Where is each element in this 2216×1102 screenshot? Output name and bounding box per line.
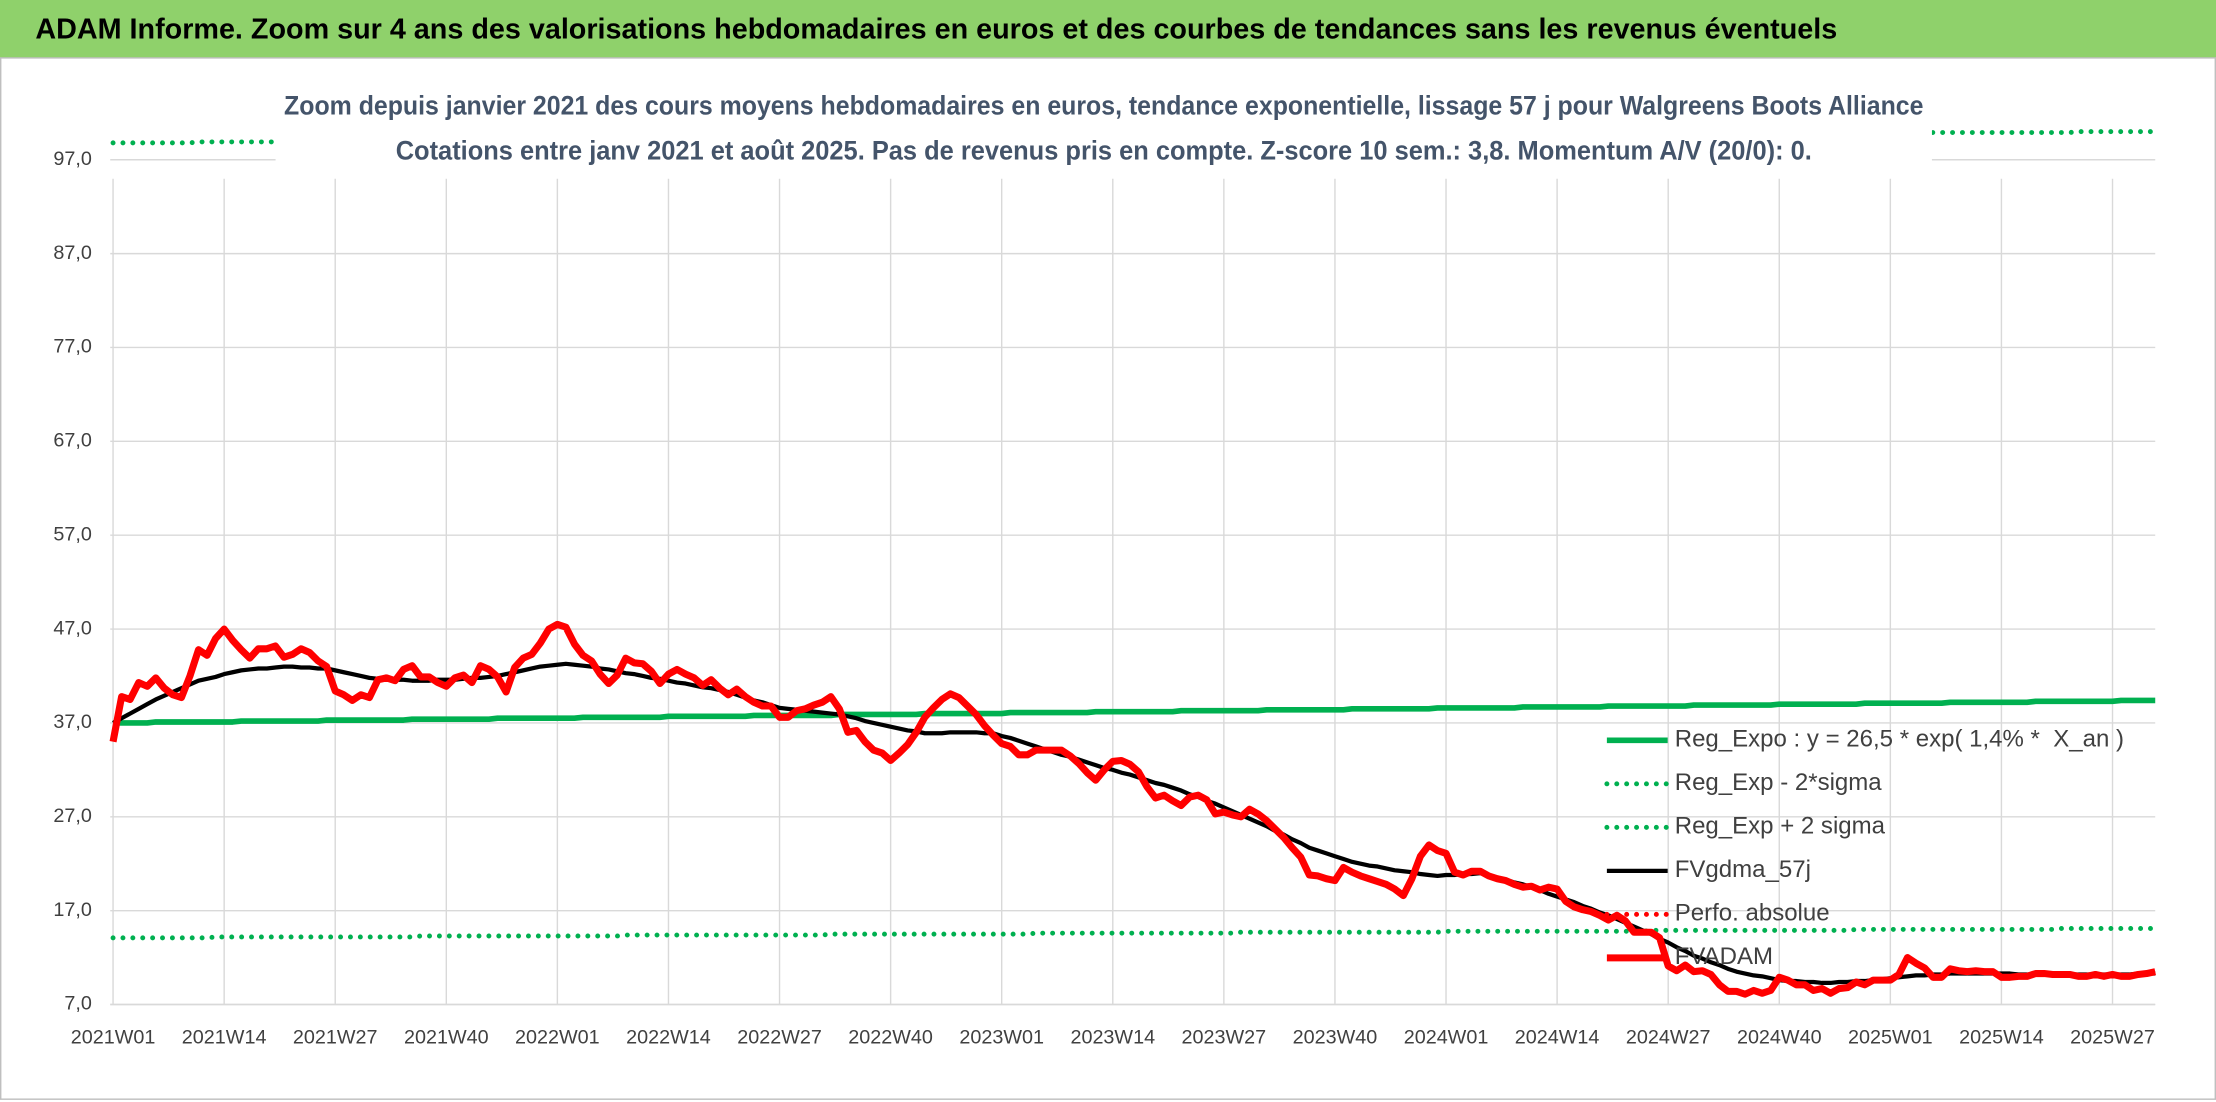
x-tick-label: 2024W40 [1737,1027,1822,1049]
x-tick-label: 2023W01 [959,1027,1044,1049]
x-tick-label: 2023W40 [1293,1027,1378,1049]
subtitle-box [275,81,1932,179]
legend-label: Perfo. absolue [1675,900,1830,927]
y-tick-label: 87,0 [53,242,91,264]
subtitle: Cotations entre janv 2021 et août 2025. … [396,136,1812,166]
y-tick-label: 7,0 [64,993,91,1015]
y-tick-label: 37,0 [53,711,91,733]
legend-label: FVgdma_57j [1675,856,1811,883]
legend-label: Reg_Expo : y = 26,5 * exp( 1,4% * X_an ) [1675,726,2124,753]
x-tick-label: 2022W27 [737,1027,822,1049]
x-tick-label: 2021W40 [404,1027,489,1049]
frame [0,57,2216,1100]
x-tick-label: 2022W40 [848,1027,933,1049]
legend: Reg_Expo : y = 26,5 * exp( 1,4% * X_an )… [1604,726,2124,970]
header-bar [0,0,2216,58]
x-tick-label: 2024W27 [1626,1027,1711,1049]
y-tick-label: 27,0 [53,805,91,827]
x-tick-label: 2022W01 [515,1027,600,1049]
x-tick-label: 2024W01 [1404,1027,1489,1049]
y-tick-label: 17,0 [53,899,91,921]
y-tick-label: 57,0 [53,523,91,545]
series-line [113,697,2156,726]
y-tick-label: 77,0 [53,336,91,358]
legend-label: Reg_Exp - 2*sigma [1675,769,1883,796]
x-tick-label: 2021W14 [182,1027,267,1049]
subtitle: Zoom depuis janvier 2021 des cours moyen… [284,90,1923,120]
series-line [109,620,2156,998]
x-tick-label: 2023W14 [1070,1027,1155,1049]
series-line [110,926,2158,941]
x-tick-label: 2022W14 [626,1027,711,1049]
y-tick-label: 97,0 [53,148,91,170]
legend-label: FVADAM [1675,943,1773,970]
x-tick-label: 2025W01 [1848,1027,1933,1049]
x-tick-label: 2025W27 [2070,1027,2155,1049]
y-tick-label: 67,0 [53,430,91,452]
x-tick-label: 2023W27 [1182,1027,1267,1049]
legend-label: Reg_Exp + 2 sigma [1675,813,1886,840]
x-tick-label: 2021W01 [71,1027,156,1049]
x-tick-label: 2021W27 [293,1027,378,1049]
y-tick-label: 47,0 [53,617,91,639]
chart-title: ADAM Informe. Zoom sur 4 ans des valoris… [35,13,1837,45]
x-tick-label: 2024W14 [1515,1027,1600,1049]
x-tick-label: 2025W14 [1959,1027,2044,1049]
